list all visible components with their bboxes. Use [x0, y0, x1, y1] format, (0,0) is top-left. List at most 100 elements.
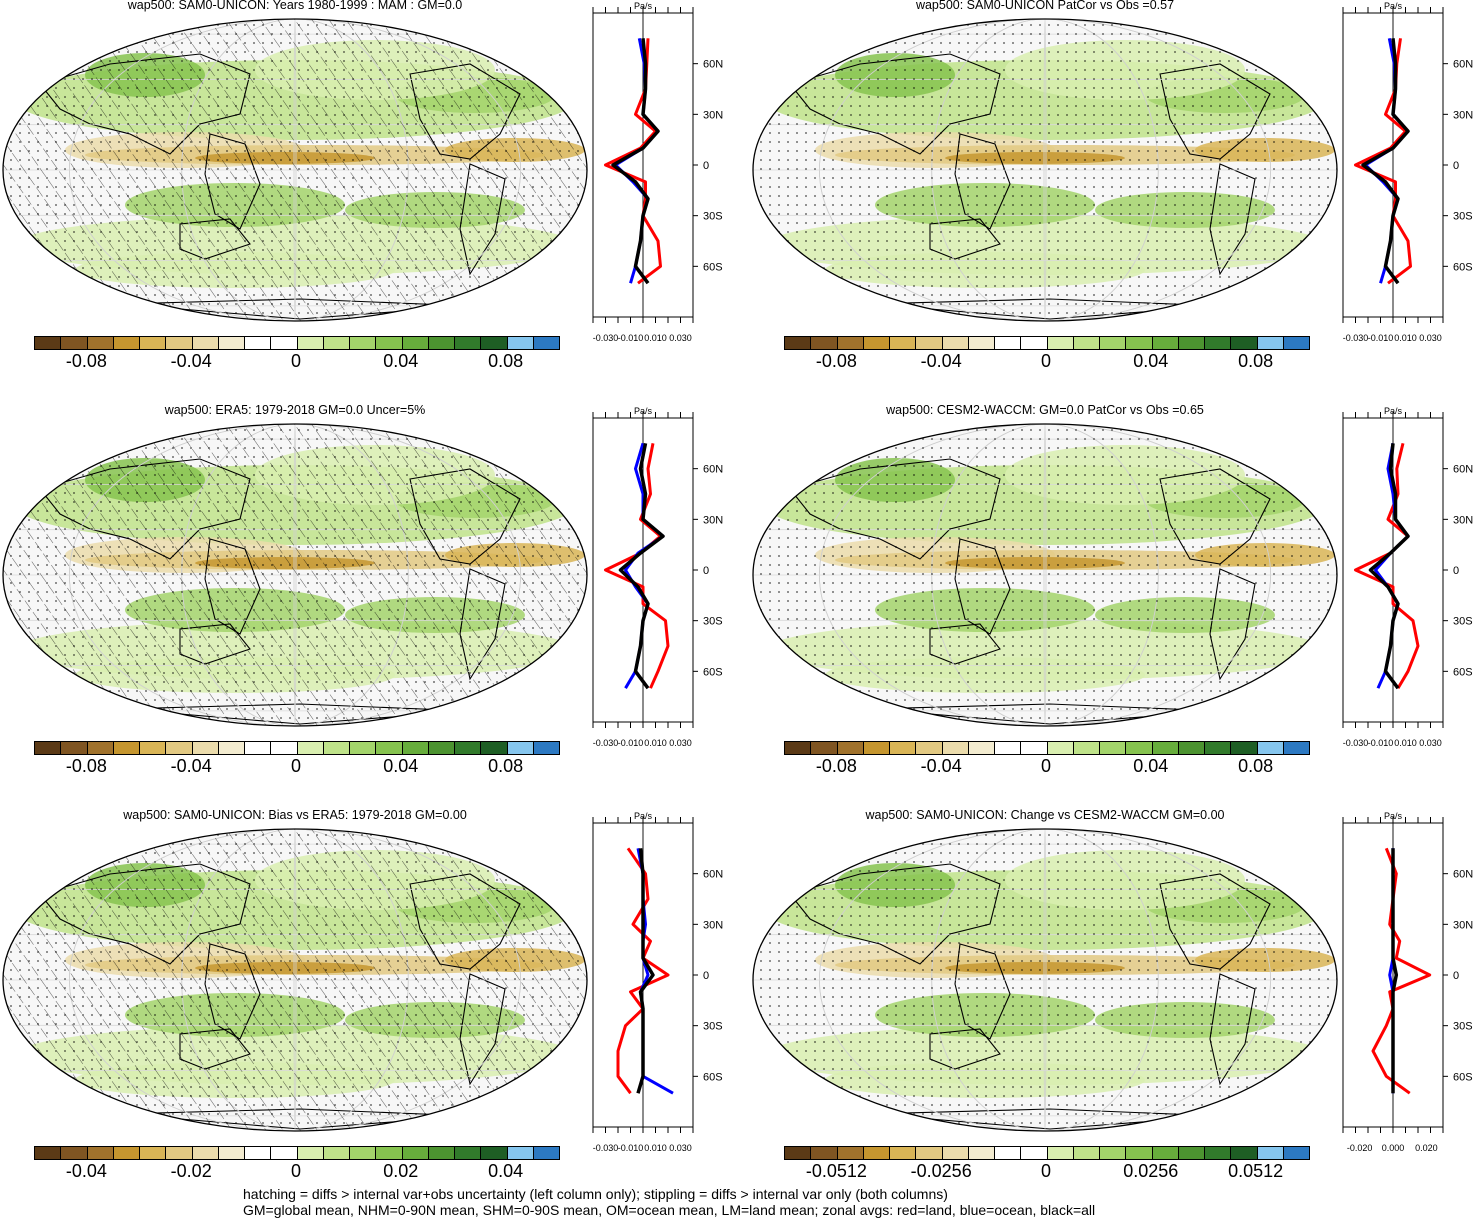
colorbar-swatch	[140, 337, 167, 349]
colorbar-swatch	[1073, 337, 1100, 349]
colorbar-swatch	[61, 337, 88, 349]
colorbar-tick-label: -0.04	[920, 756, 962, 776]
x-tick-label: -0.030	[1343, 738, 1369, 748]
colorbar-swatch	[1257, 742, 1284, 754]
map	[2, 828, 588, 1132]
colorbar-swatch	[192, 337, 219, 349]
colorbar-swatch	[1073, 742, 1100, 754]
zonal-series-all	[1361, 38, 1410, 285]
lat-tick-label: 30N	[703, 514, 723, 526]
colorbar-swatch	[837, 1147, 864, 1159]
zonal-unit-label: Pa/s	[1384, 811, 1403, 821]
colorbar-swatch	[428, 742, 455, 754]
colorbar-swatch	[533, 337, 559, 349]
colorbar-swatch	[113, 1147, 140, 1159]
colorbar-swatch	[837, 337, 864, 349]
map	[2, 18, 588, 322]
zonal-mean-plot: Pa/s 60N 30N 0 30S 60S -0.030 -0.010 0.010 0.030	[592, 811, 723, 1153]
colorbar-tick-label: -0.08	[65, 351, 107, 371]
lat-tick-label: 60S	[703, 1071, 723, 1083]
x-tick-label: -0.010	[618, 1143, 644, 1153]
colorbar-swatch	[916, 742, 943, 754]
lat-tick-label: 60N	[1453, 464, 1473, 476]
colorbar-swatch	[1100, 1147, 1127, 1159]
colorbar-tick-label: -0.08	[815, 756, 857, 776]
x-tick-label: 0.030	[1419, 738, 1442, 748]
zonal-mean-plot: Pa/s 60N 30N 0 30S 60S -0.030 -0.010 0.010 0.030	[592, 1, 723, 343]
colorbar-swatch	[1126, 337, 1153, 349]
colorbar-swatch	[87, 1147, 114, 1159]
colorbar-swatch	[1178, 1147, 1205, 1159]
colorbar-swatch	[1152, 1147, 1179, 1159]
zonal-series-all	[611, 38, 660, 285]
map	[752, 18, 1338, 322]
panel-5: wap500: SAM0-UNICON: Bias vs ERA5: 1979-…	[0, 808, 740, 1210]
colorbar-swatch	[916, 1147, 943, 1159]
colorbar	[784, 1146, 1310, 1160]
zonal-mean-plot: Pa/s 60N 30N 0 30S 60S -0.030 -0.010 0.010 0.030	[592, 406, 723, 748]
x-tick-label: -0.030	[593, 738, 619, 748]
x-tick-label: -0.030	[593, 1143, 619, 1153]
footer-line-1: hatching = diffs > internal var+obs unce…	[243, 1186, 948, 1202]
colorbar	[784, 336, 1310, 350]
x-tick-label: -0.010	[618, 738, 644, 748]
colorbar-swatch	[218, 1147, 245, 1159]
lat-tick-label: 60S	[1453, 1071, 1473, 1083]
colorbar-swatch	[1231, 1147, 1258, 1159]
colorbar-swatch	[166, 742, 193, 754]
colorbar-tick-label: 0.04	[488, 1161, 524, 1181]
colorbar-swatch	[1205, 337, 1232, 349]
colorbar-swatch	[995, 742, 1022, 754]
colorbar-swatch	[455, 742, 482, 754]
x-tick-label: -0.020	[1347, 1143, 1373, 1153]
colorbar-swatch	[402, 337, 429, 349]
colorbar-swatch	[890, 337, 917, 349]
lat-tick-label: 0	[703, 565, 709, 577]
colorbar-swatch	[376, 337, 403, 349]
zonal-series-all	[618, 442, 665, 690]
zonal-series-all	[1368, 443, 1410, 690]
lat-tick-label: 60S	[1453, 261, 1473, 273]
colorbar-tick-label: 0	[1040, 1161, 1052, 1181]
colorbar-swatch	[507, 337, 534, 349]
colorbar-tick-label: 0.02	[383, 1161, 419, 1181]
colorbar-swatch	[245, 1147, 272, 1159]
colorbar-swatch	[1178, 742, 1205, 754]
x-tick-label: 0.010	[644, 738, 667, 748]
x-tick-label: 0.010	[1394, 738, 1417, 748]
colorbar-swatch	[811, 337, 838, 349]
lat-tick-label: 0	[703, 160, 709, 172]
colorbar-swatch	[35, 1147, 62, 1159]
zonal-unit-label: Pa/s	[634, 1, 653, 11]
footer-line-2: GM=global mean, NHM=0-90N mean, SHM=0-90…	[243, 1202, 1096, 1218]
lat-tick-label: 60N	[703, 59, 723, 71]
zonal-series-all	[636, 848, 655, 1094]
lat-tick-label: 0	[1453, 160, 1459, 172]
colorbar-swatch	[942, 337, 969, 349]
colorbar-tick-label: 0.04	[383, 351, 419, 371]
colorbar-tick-label: -0.04	[65, 1161, 107, 1181]
colorbar-swatch	[942, 1147, 969, 1159]
colorbar-swatch	[113, 337, 140, 349]
colorbar-swatch	[1283, 1147, 1309, 1159]
lat-tick-label: 30S	[703, 1021, 723, 1033]
panel-title: wap500: SAM0-UNICON: Years 1980-1999 : M…	[127, 0, 463, 12]
lat-tick-label: 60S	[703, 666, 723, 678]
colorbar-swatch	[785, 742, 812, 754]
colorbar-swatch	[995, 1147, 1022, 1159]
colorbar-swatch	[245, 337, 272, 349]
colorbar-swatch	[863, 337, 890, 349]
colorbar-swatch	[811, 742, 838, 754]
colorbar-swatch	[1231, 742, 1258, 754]
zonal-series-land	[1371, 847, 1432, 1095]
colorbar-swatch	[271, 742, 298, 754]
colorbar-swatch	[376, 742, 403, 754]
colorbar-swatch	[1047, 337, 1074, 349]
colorbar-swatch	[323, 742, 350, 754]
lat-tick-label: 60N	[703, 869, 723, 881]
x-tick-label: -0.030	[1343, 333, 1369, 343]
x-tick-label: 0.030	[669, 333, 692, 343]
colorbar-swatch	[1257, 1147, 1284, 1159]
colorbar-swatch	[166, 337, 193, 349]
colorbar-swatch	[192, 742, 219, 754]
